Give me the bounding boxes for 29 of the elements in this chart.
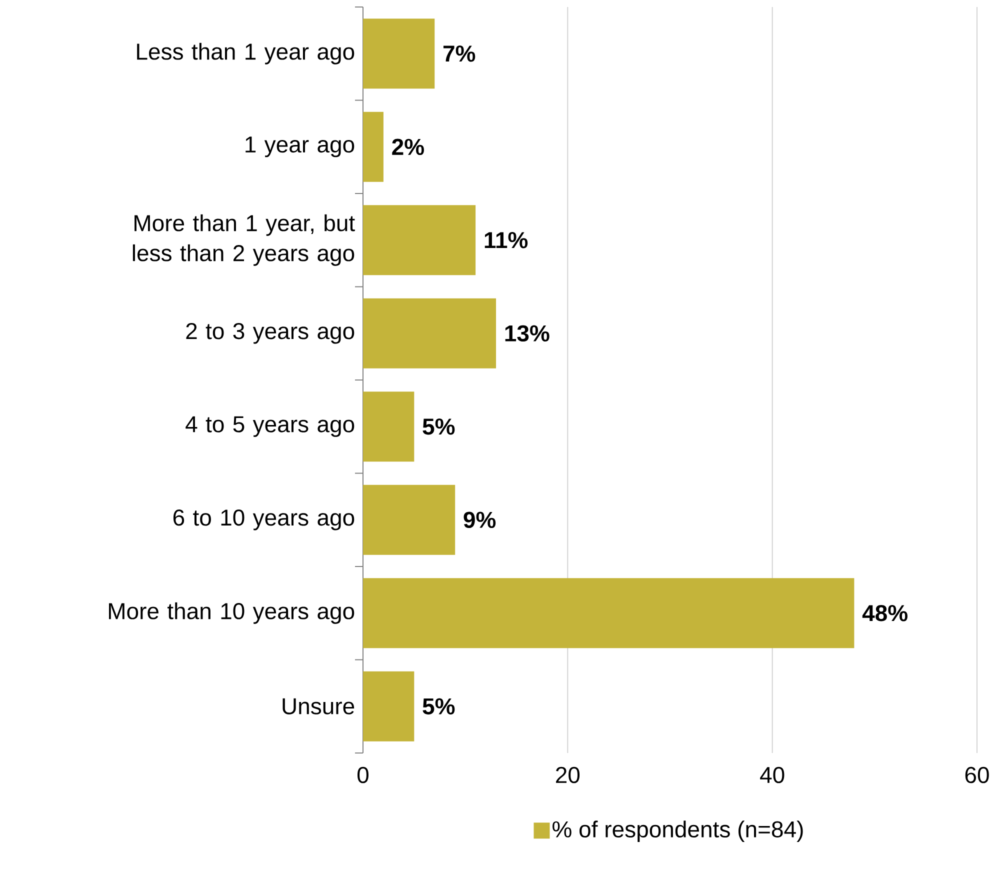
y-tick-label: 6 to 10 years ago bbox=[173, 509, 354, 530]
y-tick-label: 1 year ago bbox=[246, 136, 354, 158]
data-label: 5% bbox=[422, 418, 455, 435]
y-tick-label: More than 10 years ago bbox=[108, 602, 354, 624]
data-label: 48% bbox=[862, 604, 908, 622]
y-tick-label: 2 to 3 years ago bbox=[186, 322, 354, 344]
bar bbox=[362, 298, 496, 368]
data-label: 2% bbox=[392, 138, 424, 156]
data-label: 11% bbox=[484, 232, 528, 248]
x-tick-label: 20 bbox=[556, 766, 580, 784]
y-tick-label: 4 to 5 years ago bbox=[186, 416, 354, 437]
data-label: 7% bbox=[443, 46, 476, 62]
x-tick-label: 60 bbox=[965, 766, 989, 784]
bar bbox=[362, 578, 854, 648]
bar bbox=[362, 205, 476, 276]
x-tick-label: 0 bbox=[358, 766, 368, 784]
y-tick-label: More than 1 year, but less than 2 years ago bbox=[132, 214, 355, 266]
legend-label: % of respondents (n=84) bbox=[552, 820, 803, 842]
y-tick-label: Unsure bbox=[282, 698, 354, 714]
y-tick-label: Less than 1 year ago bbox=[137, 42, 354, 64]
x-tick-label: 40 bbox=[760, 766, 784, 784]
data-label: 5% bbox=[422, 698, 455, 714]
data-label: 9% bbox=[464, 512, 496, 528]
bar bbox=[362, 392, 414, 462]
bar bbox=[362, 671, 414, 742]
data-label: 13% bbox=[505, 325, 550, 342]
bar bbox=[362, 18, 435, 89]
bar bbox=[362, 484, 456, 555]
bar bbox=[362, 112, 384, 182]
